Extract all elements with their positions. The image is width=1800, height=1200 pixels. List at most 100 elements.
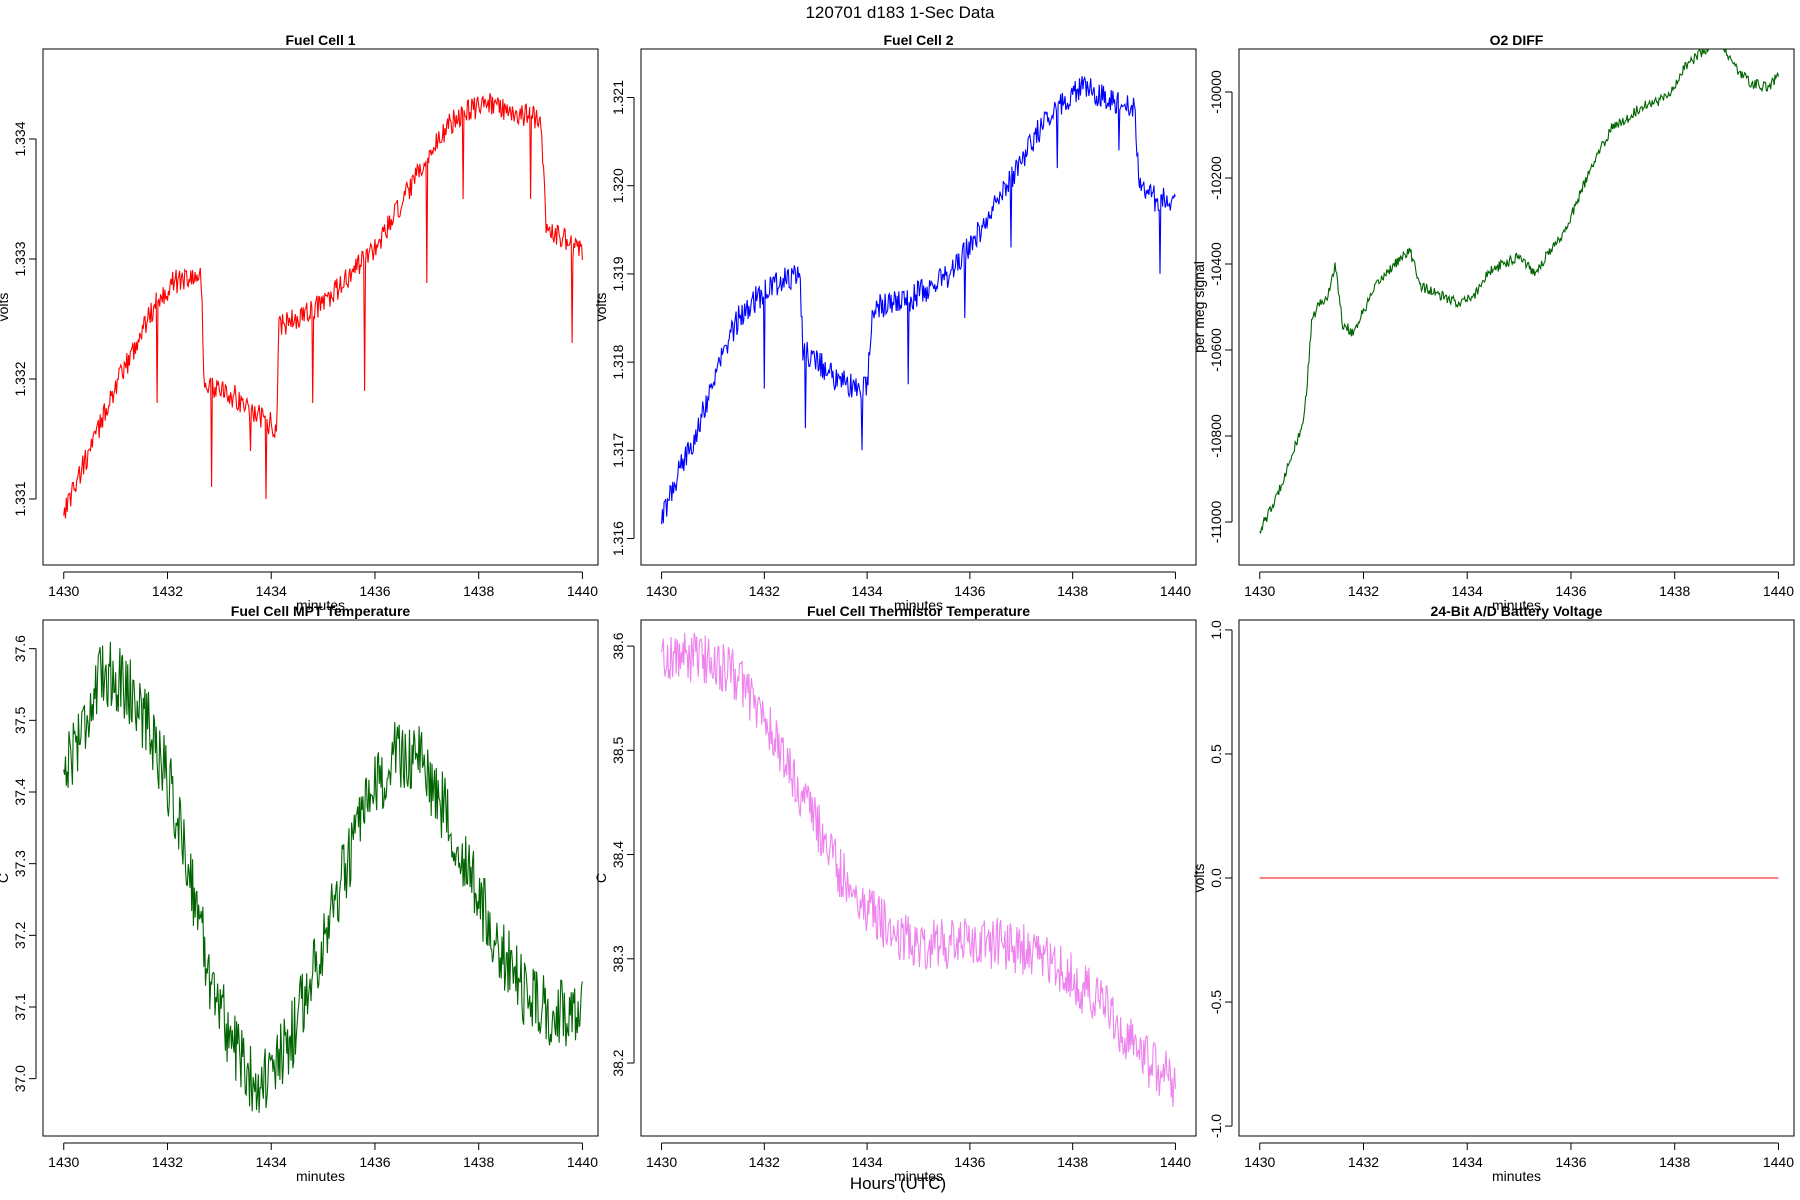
x-tick-label: 1436 <box>1555 583 1586 599</box>
x-tick-label: 1430 <box>1244 1154 1275 1170</box>
x-tick-label: 1440 <box>1160 1154 1191 1170</box>
x-tick-label: 1436 <box>359 1154 390 1170</box>
panel-title: O2 DIFF <box>1490 32 1544 48</box>
y-tick-label: 38.3 <box>610 945 626 972</box>
panel-title: 24-Bit A/D Battery Voltage <box>1431 603 1603 619</box>
panel-therm: Fuel Cell Thermistor Temperature 1430 1432… <box>593 603 1197 1184</box>
y-tick-label: 1.0 <box>1208 620 1224 640</box>
x-axis-label: minutes <box>894 597 943 613</box>
x-tick-label: 1438 <box>1659 583 1690 599</box>
y-tick-label: 37.3 <box>12 850 28 877</box>
plot-frame <box>42 48 599 566</box>
y-tick-label: 38.5 <box>610 736 626 763</box>
y-tick-label: 37.5 <box>12 706 28 733</box>
y-tick-label: 1.318 <box>610 344 626 379</box>
y-tick-label: 38.2 <box>610 1049 626 1076</box>
y-axis-label: per meg signal <box>1191 261 1207 353</box>
y-axis-label: volts <box>1191 864 1207 893</box>
x-tick-label: 1434 <box>1452 1154 1483 1170</box>
y-tick-label: 1.319 <box>610 256 626 291</box>
y-tick-label: -10600 <box>1208 328 1224 372</box>
panel-fc2: Fuel Cell 2 1430 1432 1434 1436 1438 1440 minut… <box>593 32 1197 613</box>
x-tick-label: 1432 <box>152 583 183 599</box>
y-axis: 1.331 1.332 1.333 1.334 volts <box>0 121 37 517</box>
x-axis: 1430 1432 1434 1436 1438 1440 minutes <box>646 571 1191 613</box>
panel-title: Fuel Cell MPT Temperature <box>231 603 411 619</box>
x-tick-label: 1436 <box>1555 1154 1586 1170</box>
y-tick-label: 1.331 <box>12 481 28 516</box>
y-tick-label: 38.4 <box>610 841 626 868</box>
y-axis-label: volts <box>593 293 609 322</box>
series-line <box>1259 49 1779 535</box>
y-tick-label: -1.0 <box>1208 1114 1224 1138</box>
x-tick-label: 1440 <box>1763 1154 1794 1170</box>
x-tick-label: 1432 <box>1348 1154 1379 1170</box>
y-tick-label: 37.2 <box>12 921 28 948</box>
x-tick-label: 1432 <box>749 1154 780 1170</box>
x-tick-label: 1430 <box>646 1154 677 1170</box>
plot-frame <box>1238 48 1795 566</box>
x-tick-label: 1434 <box>256 1154 287 1170</box>
x-tick-label: 1440 <box>1763 583 1794 599</box>
y-axis-label: C <box>593 873 609 883</box>
x-tick-label: 1440 <box>567 1154 598 1170</box>
y-tick-label: 1.316 <box>610 521 626 556</box>
x-tick-label: 1438 <box>463 1154 494 1170</box>
panel-title: Fuel Cell Thermistor Temperature <box>807 603 1030 619</box>
figure-title: 120701 d183 1-Sec Data <box>805 3 995 22</box>
y-tick-label: 1.320 <box>610 168 626 203</box>
x-tick-label: 1432 <box>152 1154 183 1170</box>
y-tick-label: 0.5 <box>1208 744 1224 764</box>
y-tick-label: -11000 <box>1208 501 1224 544</box>
x-axis-label: minutes <box>894 1168 943 1184</box>
x-tick-label: 1440 <box>567 583 598 599</box>
y-tick-label: -0.5 <box>1208 990 1224 1014</box>
y-axis: -11000 -10800 -10600 -10400 -10200 -10000 per … <box>1191 70 1233 544</box>
x-tick-label: 1440 <box>1160 583 1191 599</box>
x-axis-label: minutes <box>1492 597 1541 613</box>
x-tick-label: 1434 <box>852 583 883 599</box>
x-tick-label: 1430 <box>48 583 79 599</box>
y-tick-label: 38.6 <box>610 632 626 659</box>
x-tick-label: 1432 <box>1348 583 1379 599</box>
y-tick-label: 37.4 <box>12 778 28 805</box>
x-tick-label: 1430 <box>48 1154 79 1170</box>
x-axis: 1430 1432 1434 1436 1438 1440 minutes <box>646 1142 1191 1184</box>
y-tick-label: 1.334 <box>12 121 28 156</box>
y-tick-label: 0.0 <box>1208 868 1224 888</box>
x-tick-label: 1438 <box>463 583 494 599</box>
y-axis: 38.2 38.3 38.4 38.5 38.6 C <box>593 632 635 1077</box>
y-tick-label: 1.321 <box>610 80 626 115</box>
plot-frame <box>640 619 1197 1137</box>
plot-frame <box>1238 619 1795 1137</box>
y-tick-label: 37.1 <box>12 993 28 1020</box>
x-tick-label: 1438 <box>1057 1154 1088 1170</box>
series-line <box>661 632 1176 1107</box>
y-tick-label: 37.6 <box>12 635 28 662</box>
plot-frame <box>640 48 1197 566</box>
panel-fc1: Fuel Cell 1 1430 1432 1434 1436 1438 1440 minut… <box>0 32 599 613</box>
y-axis: 37.0 37.1 37.2 37.3 37.4 37.5 37.6 C <box>0 635 37 1092</box>
x-axis: 1430 1432 1434 1436 1438 1440 minutes <box>1244 1142 1794 1184</box>
x-tick-label: 1436 <box>954 583 985 599</box>
x-axis-label: minutes <box>296 597 345 613</box>
panels: Fuel Cell 1 1430 1432 1434 1436 1438 1440 minut… <box>0 32 1795 1184</box>
x-axis-label: minutes <box>1492 1168 1541 1184</box>
y-tick-label: 1.332 <box>12 361 28 396</box>
x-tick-label: 1432 <box>749 583 780 599</box>
y-tick-label: 37.0 <box>12 1065 28 1092</box>
y-axis: -1.0 -0.5 0.0 0.5 1.0 volts <box>1191 620 1233 1138</box>
x-tick-label: 1436 <box>359 583 390 599</box>
x-axis: 1430 1432 1434 1436 1438 1440 minutes <box>48 1142 598 1184</box>
y-tick-label: -10800 <box>1208 414 1224 458</box>
y-axis: 1.316 1.317 1.318 1.319 1.320 1.321 volts <box>593 80 635 556</box>
x-axis: 1430 1432 1434 1436 1438 1440 minutes <box>1244 571 1794 613</box>
y-axis-label: volts <box>0 293 11 322</box>
figure-x-label: Hours (UTC) <box>850 1174 946 1193</box>
x-tick-label: 1430 <box>1244 583 1275 599</box>
plot-frame <box>42 619 599 1137</box>
panel-mpt: Fuel Cell MPT Temperature 1430 1432 1434 143… <box>0 603 599 1184</box>
x-tick-label: 1438 <box>1659 1154 1690 1170</box>
